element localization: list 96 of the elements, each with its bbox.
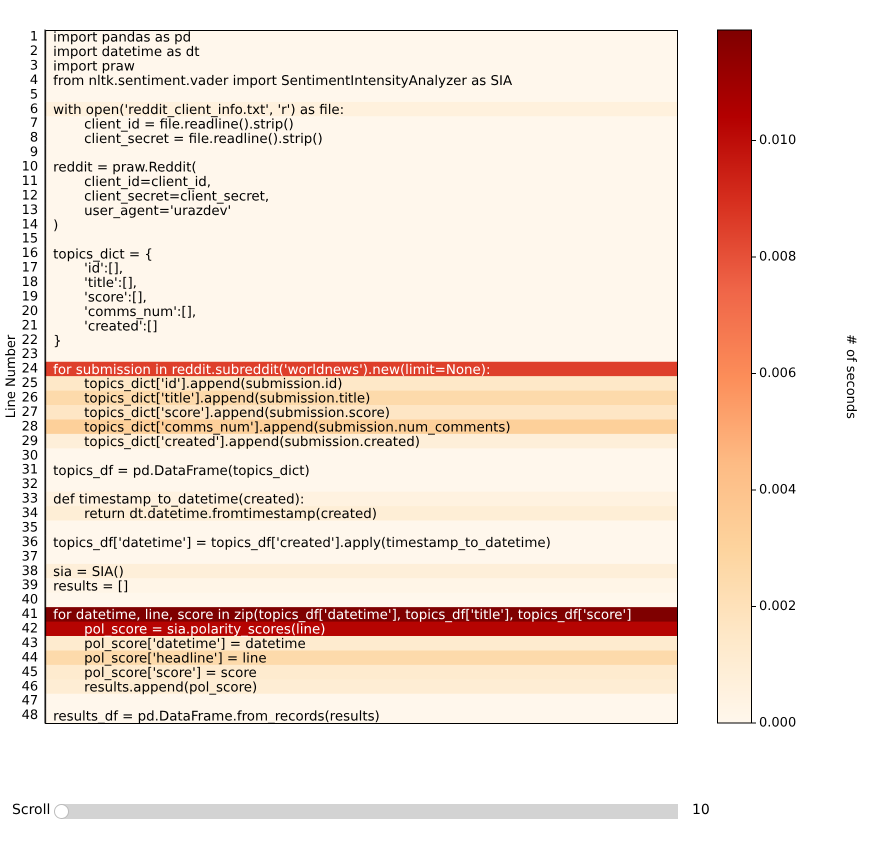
data-label: for datetime, line, score in zip(topics_df['datetime'], topics_df['title'], topics_df['score']: [53, 608, 632, 624]
y-tick-label: 38: [22, 564, 38, 579]
y-tick-label: 17: [22, 260, 38, 276]
y-tick-label: 19: [22, 289, 38, 304]
data-label: sia = SIA(): [53, 564, 124, 580]
color-bar-label: 0.006: [759, 366, 796, 381]
data-label: topics_dict['title'].append(submission.title): [53, 392, 370, 407]
color-bar-label: 0.010: [759, 133, 796, 148]
data-label: from nltk.sentiment.vader import SentimentIntensityAnalyzer as SIA: [53, 74, 513, 90]
y-tick-label: 10: [22, 160, 38, 175]
y-tick-label: 48: [22, 708, 38, 724]
y-tick-label: 24: [22, 362, 38, 377]
data-label: topics_dict['created'].append(submission.created): [53, 434, 420, 450]
data-label: with open('reddit_client_info.txt', 'r') as file:: [53, 102, 344, 118]
data-label: topics_dict['id'].append(submission.id): [53, 377, 342, 392]
y-tick-label: 33: [22, 492, 38, 507]
y-tick-label: 26: [22, 390, 38, 406]
y-tick-label: 32: [22, 477, 38, 492]
color-bar-title: # of seconds: [842, 334, 858, 420]
y-tick-label: 43: [22, 636, 38, 651]
data-label: pol_score = sia.polarity_scores(line): [53, 622, 326, 638]
y-tick-label: 42: [22, 622, 38, 637]
data-label: pol_score['headline'] = line: [53, 652, 267, 667]
y-tick-label: 29: [22, 434, 38, 449]
data-label: results.append(pol_score): [53, 680, 258, 696]
y-axis-title: Line Number: [4, 334, 20, 418]
data-label: topics_df = pd.DataFrame(topics_dict): [53, 464, 310, 479]
y-tick-label: 11: [22, 174, 38, 189]
data-label: return dt.datetime.fromtimestamp(created): [53, 507, 377, 522]
y-tick-label: 5: [30, 87, 38, 102]
y-tick-label: 47: [22, 694, 38, 709]
y-tick-label: 15: [22, 232, 38, 247]
y-tick-label: 4: [30, 72, 38, 88]
text: 10: [692, 802, 710, 818]
y-tick-label: 46: [22, 679, 38, 694]
data-label: import datetime as dt: [53, 45, 200, 60]
y-tick-label: 16: [22, 246, 38, 262]
data-label: 'score':[],: [53, 290, 147, 306]
y-tick-label: 36: [22, 534, 38, 550]
color-bar-label: 0.002: [759, 598, 796, 614]
data-label: client_secret=client_secret,: [53, 190, 270, 205]
y-tick-label: 7: [30, 116, 38, 132]
y-tick-label: 12: [22, 188, 38, 204]
data-label: 'id':[],: [53, 262, 123, 277]
y-tick-label: 45: [22, 664, 38, 680]
data-label: topics_df['datetime'] = topics_df['created'].apply(timestamp_to_datetime): [53, 536, 551, 552]
data-label: results = []: [53, 579, 128, 594]
y-tick-label: 21: [22, 318, 38, 334]
data-label: ): [53, 218, 58, 234]
y-tick-label: 44: [22, 650, 38, 666]
y-tick-label: 35: [22, 520, 38, 536]
data-label: }: [53, 334, 62, 349]
data-label: client_secret = file.readline().strip(): [53, 132, 323, 147]
text: Scroll: [12, 802, 50, 818]
data-label: pol_score['score'] = score: [53, 666, 257, 681]
y-tick-label: 39: [22, 578, 38, 594]
data-label: pol_score['datetime'] = datetime: [53, 637, 306, 652]
data-label: topics_dict = {: [53, 247, 153, 262]
data-label: 'created':[]: [53, 319, 158, 334]
y-tick-label: 37: [22, 549, 38, 564]
data-label: topics_dict['score'].append(submission.score): [53, 406, 390, 422]
data-label: import pandas as pd: [53, 30, 192, 46]
data-label: client_id = file.readline().strip(): [53, 117, 294, 132]
y-tick-label: 28: [22, 419, 38, 434]
color-bar-label: 0.000: [759, 715, 796, 730]
color-bar-label: 0.008: [759, 249, 796, 264]
y-tick-label: 22: [22, 332, 38, 348]
y-tick-label: 27: [22, 404, 38, 420]
color-bar-label: 0.004: [759, 482, 796, 498]
y-tick-label: 13: [22, 202, 38, 218]
y-tick-label: 34: [22, 506, 38, 522]
y-tick-label: 18: [22, 275, 38, 290]
y-tick-label: 9: [30, 145, 38, 160]
data-label: client_id=client_id,: [53, 175, 212, 190]
data-label: user_agent='urazdev': [53, 204, 232, 219]
y-tick-label: 30: [22, 448, 38, 464]
y-tick-label: 3: [30, 58, 38, 74]
y-tick-label: 20: [22, 304, 38, 319]
y-tick-label: 31: [22, 462, 38, 478]
data-label: 'title':[],: [53, 276, 137, 292]
data-label: topics_dict['comms_num'].append(submission.num_comments): [53, 420, 511, 436]
y-tick-label: 2: [30, 44, 38, 60]
y-tick-label: 40: [22, 592, 38, 608]
y-tick-label: 41: [22, 607, 38, 622]
y-tick-label: 6: [30, 102, 38, 117]
y-tick-label: 1: [30, 30, 38, 45]
data-label: def timestamp_to_datetime(created):: [53, 492, 304, 508]
y-tick-label: 8: [30, 130, 38, 146]
data-label: 'comms_num':[],: [53, 305, 196, 320]
data-label: import praw: [53, 60, 135, 75]
y-tick-label: 23: [22, 347, 38, 362]
y-tick-label: 14: [22, 217, 38, 232]
data-label: for submission in reddit.subreddit('worldnews').new(limit=None):: [53, 362, 491, 378]
data-label: reddit = praw.Reddit(: [53, 160, 197, 176]
data-label: results_df = pd.DataFrame.from_records(results): [53, 709, 380, 724]
y-tick-label: 25: [22, 376, 38, 392]
